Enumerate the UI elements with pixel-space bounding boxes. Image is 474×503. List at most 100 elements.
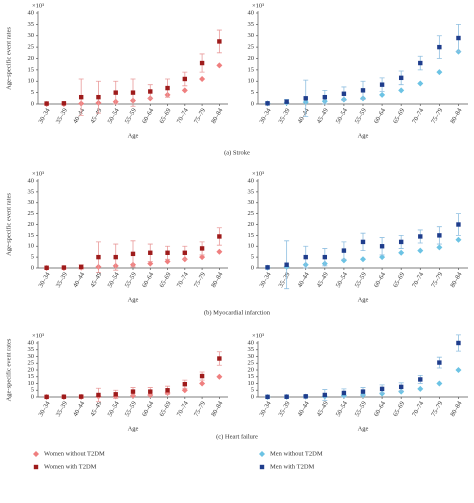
y-tick-label: 20 (28, 55, 35, 62)
point (437, 233, 442, 238)
y-tick-label: 40 (248, 339, 255, 346)
x-tick-label: 70–74 (176, 107, 191, 125)
x-tick-label: 55–59 (124, 107, 138, 125)
point (148, 250, 153, 255)
point (199, 380, 206, 387)
point (456, 35, 461, 41)
point (61, 394, 67, 399)
point (181, 387, 188, 394)
x-tick-label: 45–49 (316, 271, 330, 289)
y-tick-label: 40 (28, 9, 35, 16)
y-unit: ×10³ (252, 332, 264, 339)
y-tick-label: 5 (31, 89, 34, 96)
legend-marker (259, 464, 265, 470)
y-tick-label: 40 (28, 339, 35, 346)
point (199, 373, 205, 379)
x-tick-label: 35–39 (55, 400, 69, 418)
x-tick-label: 65–69 (158, 400, 172, 418)
x-tick-label: 55–59 (124, 400, 138, 418)
point (436, 69, 443, 76)
caption: (a) Stroke (224, 149, 250, 156)
caption: (b) Myocardial infarction (204, 309, 271, 316)
x-tick-label: 70–74 (411, 107, 426, 125)
point (398, 239, 404, 245)
x-tick-label: 80–84 (449, 107, 464, 125)
point (199, 60, 205, 66)
y-tick-label: 5 (251, 254, 254, 261)
x-tick-label: 80–84 (210, 107, 225, 125)
x-tick-label: 75–79 (193, 271, 207, 289)
point (303, 394, 308, 399)
x-axis-title: Age (128, 132, 139, 139)
y-tick-label: 30 (28, 32, 35, 39)
point (360, 88, 366, 93)
y-tick-label: 35 (248, 346, 255, 353)
x-tick-label: 50–54 (107, 107, 122, 125)
point (130, 251, 136, 257)
y-tick-label: 10 (28, 78, 35, 85)
point (398, 87, 405, 94)
point (216, 248, 223, 255)
point (148, 89, 153, 94)
point (265, 101, 270, 106)
x-tick-label: 50–54 (335, 271, 350, 289)
x-tick-label: 35–39 (277, 107, 291, 125)
point (199, 254, 206, 261)
y-tick-label: 5 (31, 254, 34, 261)
point (437, 44, 442, 50)
y-tick-label: 5 (251, 387, 254, 394)
x-tick-label: 55–59 (354, 400, 368, 418)
point (182, 381, 188, 387)
point (398, 384, 404, 390)
y-unit: ×10³ (32, 332, 44, 339)
x-tick-label: 35–39 (277, 271, 291, 289)
point (265, 265, 270, 270)
point (341, 390, 347, 396)
x-tick-label: 40–44 (297, 107, 312, 125)
x-tick-label: 75–79 (430, 107, 444, 125)
x-axis-title: Age (128, 425, 139, 432)
y-tick-label: 0 (251, 100, 254, 107)
point (216, 62, 223, 69)
point (199, 246, 205, 251)
point (78, 264, 84, 270)
y-tick-label: 30 (28, 199, 35, 206)
point (61, 265, 67, 270)
x-tick-label: 55–59 (354, 107, 368, 125)
legend-marker (33, 464, 39, 470)
point (44, 265, 49, 270)
x-tick-label: 50–54 (107, 400, 122, 418)
x-tick-label: 65–69 (158, 271, 172, 289)
point (182, 250, 188, 255)
point (379, 390, 386, 397)
point (418, 377, 423, 382)
point (379, 82, 385, 87)
x-tick-label: 70–74 (411, 271, 426, 289)
point (398, 249, 405, 256)
x-tick-label: 45–49 (89, 271, 103, 289)
point (182, 76, 188, 82)
point (340, 257, 347, 264)
point (379, 91, 386, 98)
x-tick-label: 75–79 (193, 107, 207, 125)
y-tick-label: 30 (28, 353, 35, 360)
point (284, 394, 289, 399)
x-tick-label: 30–34 (37, 400, 52, 418)
y-tick-label: 25 (28, 44, 35, 51)
x-tick-label: 40–44 (72, 271, 87, 289)
x-tick-label: 70–74 (411, 400, 426, 418)
caption: (c) Heart failure (216, 433, 258, 440)
x-tick-label: 80–84 (449, 400, 464, 418)
x-tick-label: 60–64 (141, 271, 156, 289)
y-tick-label: 15 (28, 373, 35, 380)
y-tick-label: 5 (251, 89, 254, 96)
point (265, 394, 270, 400)
x-tick-label: 55–59 (124, 271, 138, 289)
y-tick-label: 10 (28, 380, 35, 387)
point (78, 394, 84, 399)
x-tick-label: 40–44 (297, 271, 312, 289)
x-tick-label: 50–54 (107, 271, 122, 289)
y-tick-label: 35 (28, 346, 35, 353)
x-tick-label: 30–34 (258, 400, 273, 418)
y-tick-label: 0 (31, 393, 34, 400)
